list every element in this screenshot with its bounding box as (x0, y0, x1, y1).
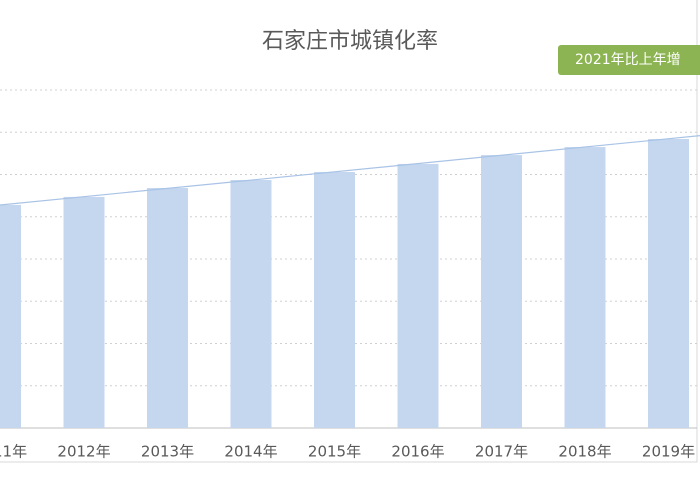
chart-frame (0, 0, 698, 463)
bar (314, 171, 355, 428)
annotation-box (558, 45, 700, 75)
x-tick-label: 2011年 (0, 443, 27, 461)
x-tick-label: 2013年 (141, 443, 194, 461)
trendline (0, 135, 700, 206)
x-tick-label: 2014年 (224, 443, 277, 461)
x-tick-label: 2012年 (57, 443, 110, 461)
chart-title: 石家庄市城镇化率 (262, 29, 438, 54)
x-tick-label: 2018年 (558, 443, 611, 461)
bar (0, 204, 21, 428)
bar (397, 163, 439, 428)
bar (564, 147, 606, 428)
bar (230, 179, 272, 428)
annotation: 2021年比上年增 (575, 52, 681, 68)
x-tick-label: 2016年 (391, 443, 444, 461)
bar (63, 196, 105, 428)
bar (481, 155, 522, 428)
x-tick-label: 2015年 (308, 443, 361, 461)
x-tick-label: 2019年 (642, 443, 695, 461)
bar (147, 188, 188, 428)
bar (648, 139, 689, 428)
x-tick-label: 2017年 (475, 443, 528, 461)
